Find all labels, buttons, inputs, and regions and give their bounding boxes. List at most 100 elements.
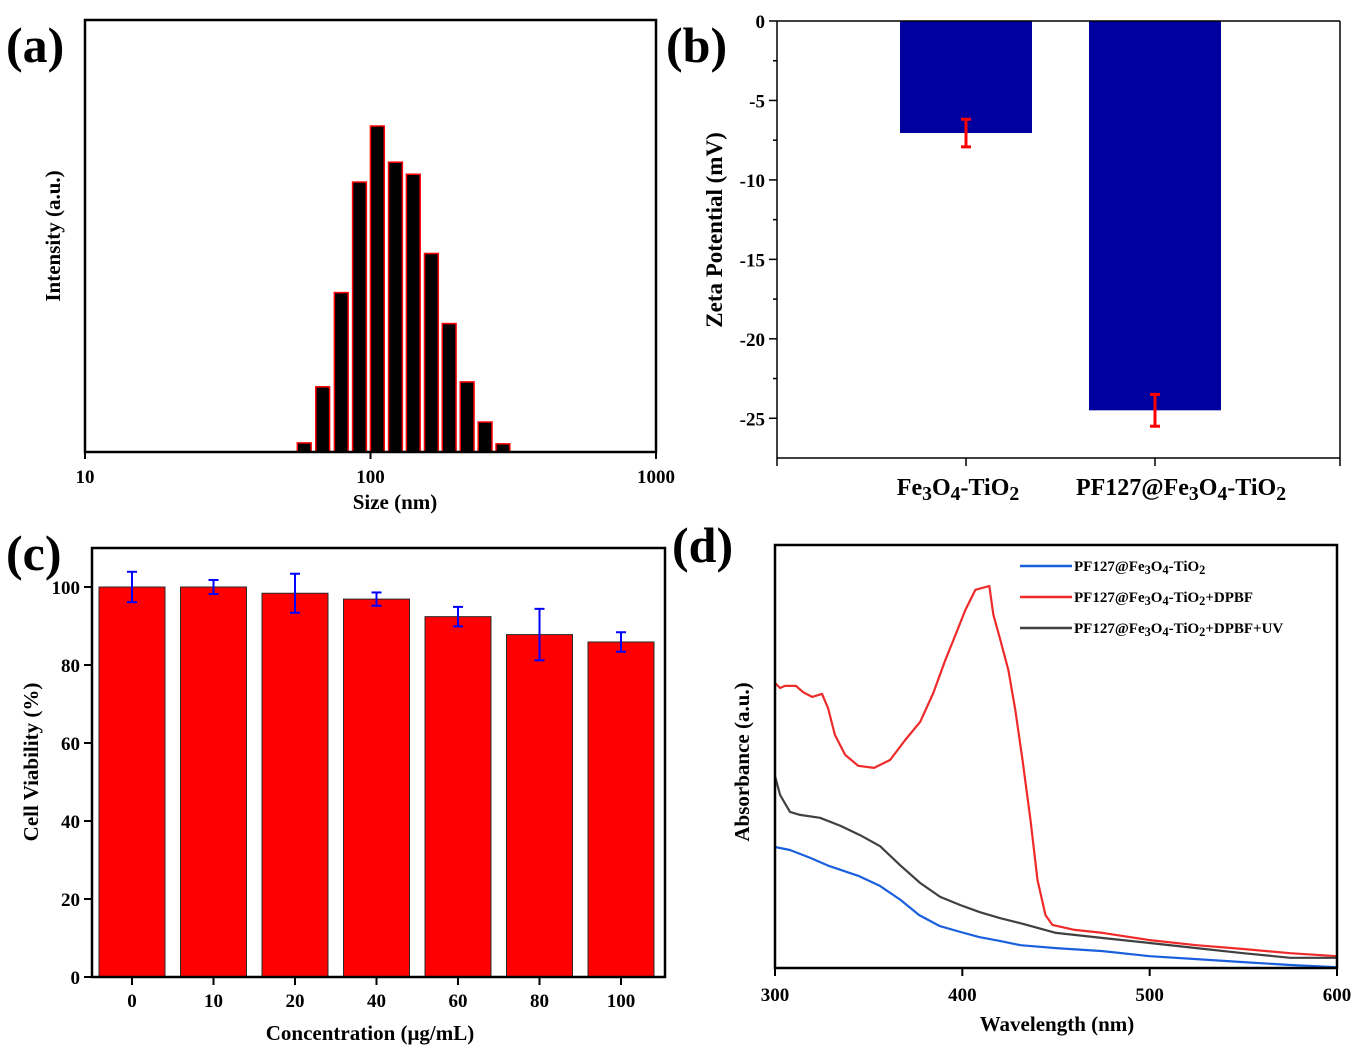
- legend-label-part: +DPBF: [1205, 590, 1253, 606]
- legend-label-part: 2: [1199, 563, 1205, 577]
- x-category-label-part: 4: [1217, 483, 1227, 505]
- legend-label-part: 2: [1199, 594, 1205, 608]
- histogram-bar: [459, 381, 475, 453]
- histogram-bar: [477, 421, 493, 453]
- legend-label-part: 4: [1162, 625, 1168, 639]
- x-category-label-part: 2: [1276, 483, 1286, 505]
- panel-c-frame: [90, 546, 667, 979]
- viability-bar: [98, 586, 166, 978]
- panel-d-y-axis-title: Absorbance (a.u.): [730, 682, 754, 841]
- x-tick-label: 600: [1323, 985, 1352, 1006]
- panel-d-x-axis-title: Wavelength (nm): [980, 1012, 1135, 1036]
- x-tick-label: 400: [948, 985, 977, 1006]
- y-tick-label: 0: [756, 12, 766, 33]
- viability-bar: [506, 634, 573, 978]
- legend-label-part: 4: [1162, 594, 1168, 608]
- y-tick-label: -5: [749, 91, 765, 112]
- viability-bar: [587, 641, 655, 978]
- panel-b-y-ticks: 0 -5 -10 -15 -20 -25: [740, 12, 777, 430]
- histogram-bar: [351, 181, 368, 453]
- panel-c-label: (c): [6, 525, 62, 581]
- panel-a-label: (a): [6, 17, 64, 73]
- legend-label: PF127@Fe3O4-TiO2: [1074, 559, 1205, 577]
- viability-bar: [261, 592, 329, 978]
- histogram-bar: [296, 442, 312, 453]
- viability-bar: [424, 616, 492, 978]
- y-tick-label: -15: [740, 250, 765, 271]
- legend-label-part: O: [1151, 621, 1163, 637]
- x-category-label-part: Fe: [897, 475, 923, 501]
- x-category-label: PF127@Fe3O4-TiO2: [1076, 475, 1286, 505]
- x-category-label-part: O: [1199, 475, 1218, 501]
- panel-d-absorbance: (d) 300 400 500 600 PF127@Fe3O4-TiO2PF127@F…: [672, 517, 1351, 1036]
- legend-label: PF127@Fe3O4-TiO2+DPBF+UV: [1074, 621, 1283, 639]
- x-tick-label: 300: [761, 985, 790, 1006]
- panel-a-bars: [296, 125, 511, 453]
- x-category-label: Fe3O4-TiO2: [897, 475, 1019, 505]
- histogram-bar: [387, 161, 404, 453]
- legend-label-part: O: [1151, 590, 1163, 606]
- x-category-label-part: 4: [951, 483, 961, 505]
- panel-d-legend: PF127@Fe3O4-TiO2PF127@Fe3O4-TiO2+DPBFPF1…: [1020, 559, 1283, 639]
- legend-label-part: O: [1151, 559, 1163, 575]
- legend-label-part: +DPBF+UV: [1205, 621, 1283, 637]
- legend-label-part: -TiO: [1169, 590, 1200, 606]
- y-tick-label: 20: [61, 890, 80, 911]
- viability-bar: [180, 586, 247, 978]
- x-tick-label: 40: [367, 991, 386, 1012]
- histogram-bar: [441, 322, 457, 453]
- legend-label-part: PF127@Fe: [1074, 559, 1145, 575]
- panel-a-y-axis-title: Intensity (a.u.): [41, 170, 65, 301]
- x-category-label-part: -TiO: [960, 475, 1009, 501]
- y-tick-label: -10: [740, 171, 765, 192]
- x-tick-label: 100: [607, 991, 636, 1012]
- legend-label-part: PF127@Fe: [1074, 590, 1145, 606]
- zeta-bar: [1089, 21, 1221, 411]
- y-tick-label: -25: [740, 409, 765, 430]
- panel-c-x-axis-title: Concentration (μg/mL): [266, 1021, 474, 1045]
- x-tick-label: 10: [204, 991, 223, 1012]
- y-tick-label: -20: [740, 330, 765, 351]
- panel-b-y-axis-title: Zeta Potential (mV): [702, 132, 727, 327]
- panel-a-x-ticks: 10 100 1000: [76, 452, 675, 488]
- x-tick-label: 1000: [637, 467, 675, 488]
- zeta-bar: [900, 21, 1032, 134]
- legend-label: PF127@Fe3O4-TiO2+DPBF: [1074, 590, 1253, 608]
- panel-b-label: (b): [666, 17, 727, 73]
- panel-d-frame: [773, 543, 1339, 970]
- viability-bar: [343, 598, 410, 978]
- panel-c-cell-viability: (c) 0 20 40 60 80 100 0 10 20 40 60 80 100 Concentr…: [6, 525, 667, 1045]
- panel-d-label: (d): [672, 517, 733, 573]
- panel-c-y-ticks: 0 20 40 60 80 100: [52, 578, 92, 989]
- y-tick-label: 100: [52, 578, 81, 599]
- legend-label-part: 3: [1145, 594, 1151, 608]
- panel-d-lines: [773, 584, 1338, 969]
- y-tick-label: 0: [71, 968, 81, 989]
- spectrum-line-3: [773, 775, 1337, 959]
- x-tick-label: 0: [127, 991, 137, 1012]
- x-category-label-part: 3: [1189, 483, 1199, 505]
- legend-label-part: 3: [1145, 625, 1151, 639]
- x-tick-label: 20: [286, 991, 305, 1012]
- panel-c-y-axis-title: Cell Viability (%): [19, 683, 43, 842]
- y-tick-label: 60: [61, 734, 80, 755]
- x-tick-label: 10: [76, 467, 95, 488]
- panel-c-bars: [98, 570, 655, 978]
- x-tick-label: 500: [1135, 985, 1164, 1006]
- x-tick-label: 60: [449, 991, 468, 1012]
- histogram-bar: [333, 291, 349, 453]
- panel-d-x-ticks: 300 400 500 600: [761, 968, 1352, 1006]
- panel-a-size-distribution: (a) 10 100 1000 Size (nm) Intensity (a.u.): [6, 17, 675, 514]
- histogram-bar: [423, 252, 440, 453]
- histogram-bar: [405, 173, 421, 453]
- x-category-label-part: 3: [922, 483, 932, 505]
- legend-label-part: 2: [1199, 625, 1205, 639]
- x-category-label-part: 2: [1009, 483, 1019, 505]
- panel-a-x-axis-title: Size (nm): [353, 490, 438, 514]
- legend-label-part: PF127@Fe: [1074, 621, 1145, 637]
- panel-b-zeta-potential: (b) 0-5-10-15-20-25 Fe3O4-TiO2 PF127@Fe3O…: [666, 12, 1341, 505]
- x-category-label-part: PF127@Fe: [1076, 475, 1189, 501]
- x-tick-label: 80: [530, 991, 549, 1012]
- panel-b-x-ticks: Fe3O4-TiO2 PF127@Fe3O4-TiO2: [776, 458, 1341, 505]
